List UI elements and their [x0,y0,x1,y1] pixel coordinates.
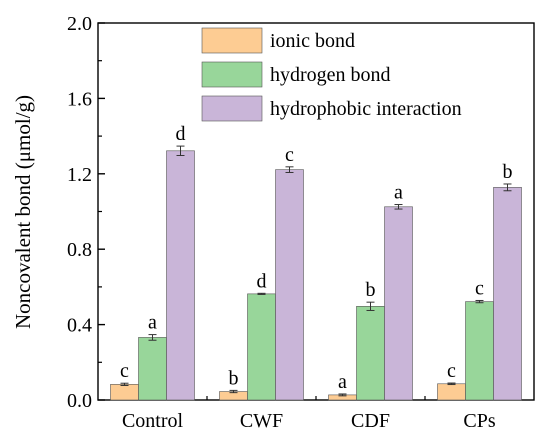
x-tick-label: Control [122,410,184,432]
significance-letter: b [229,367,239,389]
bar [166,150,195,401]
significance-letter: a [148,312,157,334]
legend-label: hydrophobic interaction [270,98,462,120]
y-tick-label: 0.4 [67,315,92,337]
significance-letter: c [447,360,456,382]
legend-label: hydrogen bond [270,64,391,86]
y-axis-label: Noncovalent bond (μmol/g) [11,95,35,329]
y-tick-label: 2.0 [67,13,92,35]
x-tick-label: CWF [240,410,283,432]
bar [437,383,466,401]
bar [138,337,167,401]
y-axis: 0.0 0.4 0.8 1.2 1.6 2.0 [67,13,105,412]
significance-letter: a [338,371,347,393]
bar [275,169,304,401]
y-tick-label: 0.0 [67,390,92,412]
bar [247,293,276,401]
significance-letter: d [176,123,186,145]
bar [356,306,385,401]
bar [110,384,139,401]
y-tick-label: 1.6 [67,88,92,110]
legend-label: ionic bond [270,30,355,52]
bar [384,206,413,401]
significance-letter: d [257,270,267,292]
significance-letter: c [285,144,294,166]
x-axis: Control CWF CDF CPs [122,394,496,432]
significance-letter: a [394,182,403,204]
significance-letter: b [366,279,376,301]
significance-letter: c [475,277,484,299]
significance-letter: b [503,161,513,183]
legend: ionic bond hydrogen bond hydrophobic inter… [201,27,462,122]
legend-swatch [201,61,263,88]
x-tick-label: CPs [463,410,495,432]
legend-swatch [201,27,263,54]
significance-letter: c [120,360,129,382]
bar [493,187,522,401]
y-tick-label: 1.2 [67,164,92,186]
bar [465,301,494,401]
y-tick-label: 0.8 [67,239,92,261]
x-tick-label: CDF [351,410,390,432]
legend-swatch [201,95,263,122]
bar-series-group: c a d b d c a b a c c b [110,123,522,401]
